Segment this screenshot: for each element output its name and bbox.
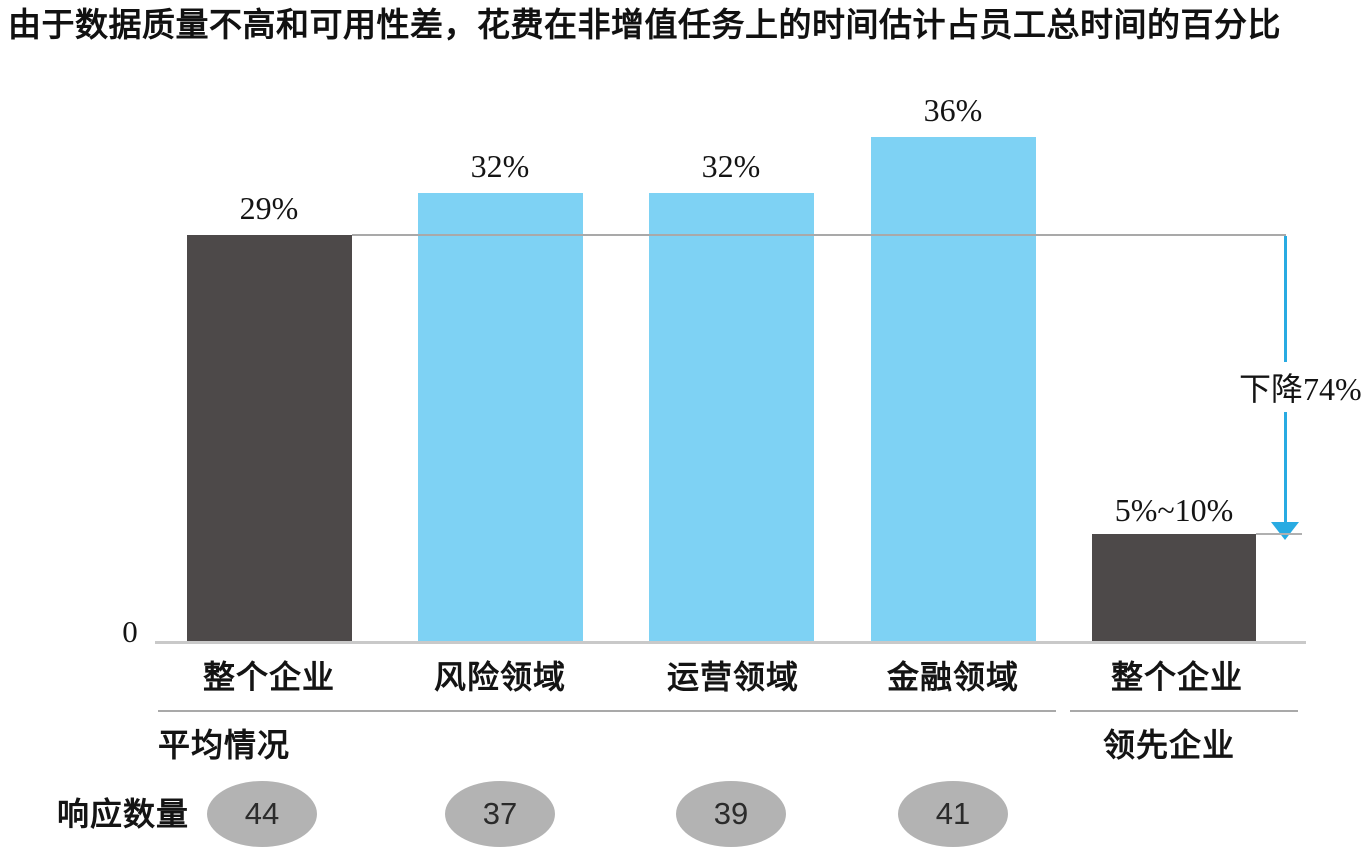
response-count-row-label: 响应数量 [57,796,190,832]
response-count-badge-4: 41 [898,781,1008,847]
response-count-badge-1: 44 [207,781,317,847]
arrow-target-connector-line [1256,533,1302,535]
y-axis-zero-label: 0 [122,614,138,649]
category-label-operations-domain: 运营领域 [666,659,799,695]
response-count-badge-2: 37 [445,781,555,847]
group-label-average: 平均情况 [158,727,291,763]
bar-average-overall [187,235,352,642]
response-count-value-4: 41 [935,796,971,831]
group-separator-average [158,710,1056,712]
value-label-risk-domain: 32% [470,148,530,184]
response-count-value-1: 44 [244,796,280,831]
value-label-finance-domain: 36% [923,92,983,128]
response-count-badge-3: 39 [676,781,786,847]
drop-annotation-label: 下降74% [1238,362,1363,412]
response-count-value-3: 39 [713,796,749,831]
chart-title: 由于数据质量不高和可用性差，花费在非增值任务上的时间估计占员工总时间的百分比 [8,8,1281,44]
group-label-leading: 领先企业 [1103,727,1236,763]
category-label-risk-domain: 风险领域 [433,659,566,695]
bar-leading-overall [1092,534,1256,642]
category-label-average-overall: 整个企业 [202,659,335,695]
drop-arrow-head-icon [1271,522,1299,540]
bar-operations-domain [649,193,814,642]
value-label-operations-domain: 32% [701,148,761,184]
bar-risk-domain [418,193,583,642]
category-label-finance-domain: 金融领域 [886,659,1019,695]
group-separator-leading [1070,710,1298,712]
x-axis-baseline [155,641,1306,644]
value-label-average-overall: 29% [239,190,299,226]
response-count-value-2: 37 [482,796,518,831]
category-label-leading-overall: 整个企业 [1110,659,1243,695]
value-label-leading-overall: 5%~10% [1114,492,1234,528]
bar-finance-domain [871,137,1036,642]
reference-line-29pct [352,234,1286,236]
